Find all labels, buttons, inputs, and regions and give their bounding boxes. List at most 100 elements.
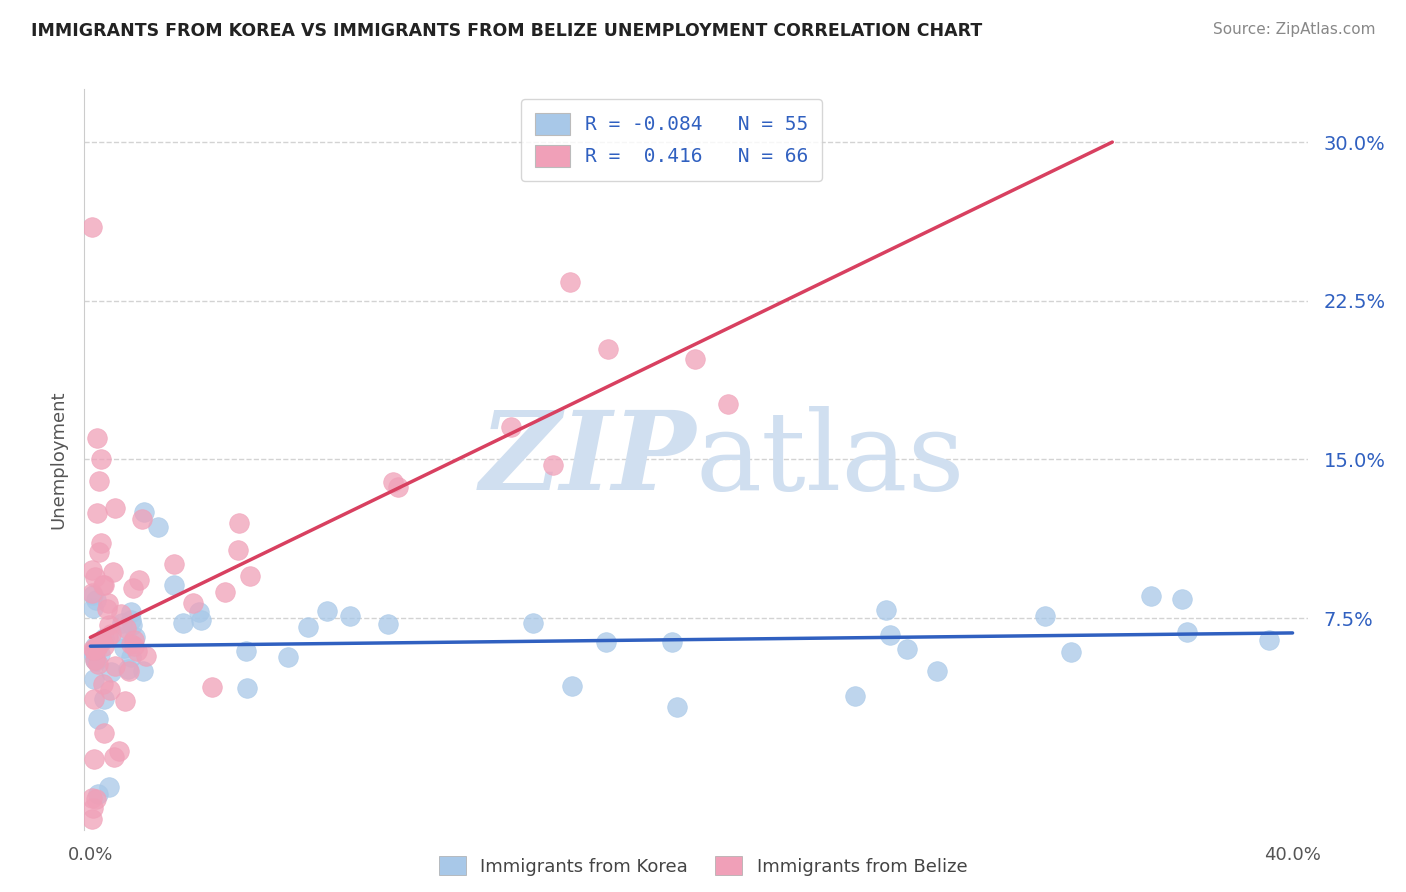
Point [83, 752, 105, 766]
Point [101, 566, 124, 580]
Point [661, 635, 683, 649]
Point [104, 659, 127, 673]
Point [522, 615, 544, 630]
Text: Source: ZipAtlas.com: Source: ZipAtlas.com [1212, 22, 1375, 37]
Point [844, 690, 866, 704]
Point [93, 692, 115, 706]
Point [387, 480, 409, 494]
Point [377, 617, 399, 632]
Point [560, 275, 582, 289]
Point [121, 617, 143, 632]
Point [1033, 609, 1056, 624]
Point [875, 603, 897, 617]
Point [96, 601, 118, 615]
Point [226, 542, 249, 557]
Point [190, 613, 212, 627]
Point [80, 563, 103, 577]
Point [89, 474, 111, 488]
Point [93, 631, 115, 645]
Point [84, 649, 107, 664]
Point [83, 642, 105, 657]
Point [125, 644, 148, 658]
Point [114, 621, 136, 635]
Point [84, 791, 107, 805]
Point [117, 662, 139, 676]
Point [132, 505, 155, 519]
Point [214, 585, 236, 599]
Point [93, 640, 115, 654]
Point [105, 629, 128, 643]
Point [86, 657, 108, 671]
Point [131, 512, 153, 526]
Point [100, 626, 122, 640]
Point [236, 681, 259, 696]
Point [87, 712, 110, 726]
Point [84, 570, 107, 584]
Point [82, 588, 104, 602]
Point [86, 638, 108, 652]
Point [84, 652, 107, 666]
Point [97, 618, 120, 632]
Point [83, 653, 105, 667]
Point [117, 665, 139, 679]
Point [98, 780, 121, 795]
Point [163, 557, 186, 571]
Point [83, 692, 105, 706]
Point [1175, 625, 1198, 640]
Point [86, 593, 108, 607]
Point [97, 596, 120, 610]
Point [315, 604, 337, 618]
Point [120, 636, 142, 650]
Point [122, 581, 145, 595]
Point [80, 790, 103, 805]
Point [100, 665, 122, 679]
Text: atlas: atlas [696, 406, 966, 513]
Point [131, 664, 153, 678]
Point [228, 516, 250, 530]
Point [108, 744, 131, 758]
Point [80, 219, 103, 234]
Point [120, 614, 142, 628]
Point [235, 644, 257, 658]
Point [82, 646, 104, 660]
Point [297, 619, 319, 633]
Point [112, 640, 135, 655]
Point [716, 397, 738, 411]
Point [598, 342, 620, 356]
Point [665, 700, 688, 714]
Point [82, 801, 104, 815]
Legend: R = -0.084   N = 55, R =  0.416   N = 66: R = -0.084 N = 55, R = 0.416 N = 66 [522, 99, 823, 181]
Point [110, 607, 132, 622]
Point [86, 507, 108, 521]
Point [499, 420, 522, 434]
Point [541, 458, 564, 473]
Point [103, 750, 125, 764]
Point [98, 683, 121, 698]
Point [84, 654, 107, 668]
Point [277, 649, 299, 664]
Point [87, 787, 110, 801]
Point [122, 633, 145, 648]
Legend: Immigrants from Korea, Immigrants from Belize: Immigrants from Korea, Immigrants from B… [432, 849, 974, 883]
Point [80, 586, 103, 600]
Point [128, 573, 150, 587]
Point [879, 628, 901, 642]
Point [89, 545, 111, 559]
Point [84, 639, 107, 653]
Point [339, 608, 361, 623]
Point [382, 475, 405, 489]
Point [90, 634, 112, 648]
Point [1171, 592, 1194, 607]
Point [122, 640, 145, 654]
Point [93, 726, 115, 740]
Point [97, 630, 120, 644]
Point [82, 642, 104, 657]
Point [187, 605, 209, 619]
Point [80, 812, 103, 826]
Point [685, 351, 707, 366]
Y-axis label: Unemployment: Unemployment [49, 390, 67, 529]
Text: IMMIGRANTS FROM KOREA VS IMMIGRANTS FROM BELIZE UNEMPLOYMENT CORRELATION CHART: IMMIGRANTS FROM KOREA VS IMMIGRANTS FROM… [31, 22, 983, 40]
Point [91, 677, 114, 691]
Point [124, 630, 146, 644]
Point [104, 501, 127, 516]
